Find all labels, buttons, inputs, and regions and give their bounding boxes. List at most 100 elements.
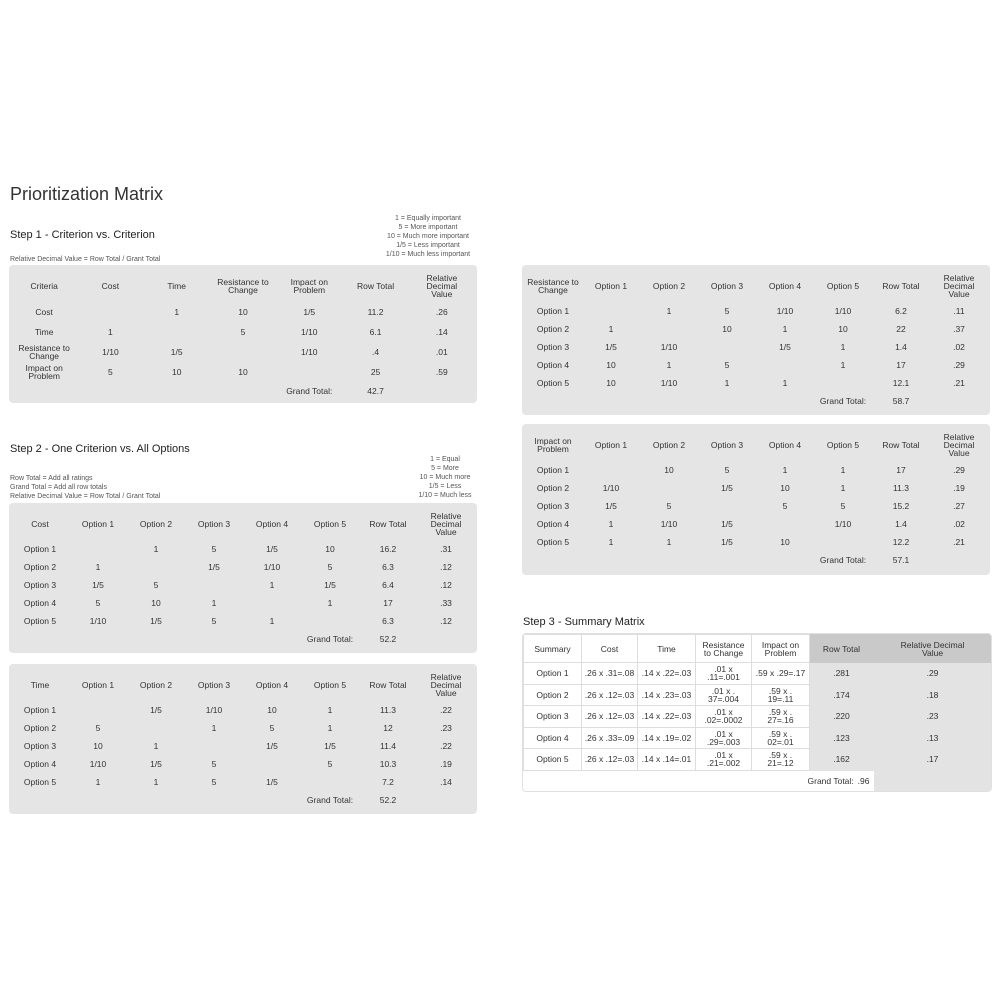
table-cell — [698, 497, 756, 515]
table-cell — [144, 322, 210, 342]
table-cell: 1 — [724, 378, 730, 388]
grand-total-blank — [873, 770, 991, 791]
table-row: Option 4 10 1 5 1 17 .29 — [524, 356, 988, 374]
cost-matrix: Cost Option 1 Option 2 Option 3 Option 4 Opti… — [9, 503, 477, 653]
row-label: Option 4 — [23, 598, 57, 608]
grand-total-row: Grand Total: .96 — [524, 770, 991, 791]
table-cell: .12 — [440, 616, 452, 626]
row-label: Option 2 — [23, 723, 57, 733]
table-cell: 10 — [238, 307, 248, 317]
grand-total-label: Grand Total: — [286, 385, 333, 396]
table-row: Option 2 1 10 1 10 22 .37 — [524, 320, 988, 338]
empty-cell — [69, 630, 127, 647]
table-cell: 5 — [108, 367, 113, 377]
table-cell: 1 — [327, 598, 333, 608]
grand-total-value: 57.1 — [892, 554, 910, 565]
column-header: Cost — [101, 280, 120, 291]
table-cell: 1/5 — [266, 777, 278, 787]
empty-cell — [582, 551, 640, 568]
table-cell: .17 — [873, 748, 991, 771]
table-cell: 10 — [171, 367, 182, 377]
table-cell: 5 — [95, 723, 101, 733]
table-cell: 1 — [666, 360, 672, 370]
empty-cell — [409, 382, 475, 399]
step1-rating-legend: 1 = Equally important 5 = More important… — [385, 215, 471, 258]
table-cell: 1/10 — [660, 519, 678, 529]
table-cell: 12 — [383, 723, 393, 733]
column-header: Relative Decimal Value — [430, 671, 462, 698]
table-cell: 5 — [724, 306, 730, 316]
table-cell: 10 — [606, 378, 616, 388]
header-row: Criteria Cost Time Resistance to Change Impa… — [11, 269, 475, 302]
table-cell: 1 — [840, 465, 846, 475]
step3-heading: Step 3 - Summary Matrix — [523, 616, 645, 628]
row-label: Option 2 — [23, 562, 57, 572]
table-cell: 22 — [896, 324, 906, 334]
empty-cell — [11, 791, 69, 808]
table-row: Option 2.26 x .12=.03.14 x .23=.03.01 x … — [523, 683, 991, 706]
table-cell: .14 x .23=.03 — [637, 683, 696, 706]
table-cell: 10 — [780, 483, 790, 493]
table-cell: 1/10 — [834, 306, 852, 316]
table-cell: .01 x . 37=.004 — [695, 683, 752, 706]
table-cell: 1/5 — [721, 537, 733, 547]
column-header: Relative Decimal Value — [943, 431, 975, 458]
column-header: Cost — [581, 634, 638, 663]
table-cell: 1 — [608, 537, 614, 547]
empty-cell — [930, 551, 988, 568]
table-cell: 17 — [896, 360, 906, 370]
table-cell — [69, 701, 127, 719]
column-header: Option 3 — [197, 679, 231, 690]
table-cell: .14 — [435, 327, 448, 337]
table-row: Resistance to Change 1/10 1/5 1/10 .4 .01 — [11, 342, 475, 362]
grand-total-label: Grand Total: — [306, 794, 354, 805]
column-header: Summary — [523, 634, 582, 663]
table-cell: 5 — [153, 580, 159, 590]
table-cell: .220 — [809, 705, 874, 728]
table-cell: 5 — [327, 562, 333, 572]
row-label: Option 1 — [536, 306, 570, 316]
table-cell: 1/5 — [266, 741, 278, 751]
table-cell: .14 x .19=.02 — [637, 726, 696, 749]
header-row: Resistance to Change Option 1 Option 2 Opti… — [524, 269, 988, 302]
column-header: Resistance to Change — [527, 276, 579, 295]
table-cell: .02 — [953, 519, 965, 529]
table-cell: 1/5 — [266, 544, 278, 554]
table-cell — [301, 773, 359, 791]
row-label: Option 5 — [23, 616, 57, 626]
table-cell: .14 x .14=.01 — [637, 748, 696, 771]
table-cell: 1/10 — [776, 306, 794, 316]
table-cell: 10 — [267, 705, 277, 715]
column-header: Resistance to Change — [695, 634, 752, 663]
table-cell: 10.3 — [379, 759, 397, 769]
grand-total-value: .96 — [857, 775, 870, 786]
grand-total-row: Grand Total: 52.2 — [11, 630, 475, 647]
table-cell: 1 — [211, 598, 217, 608]
empty-cell — [698, 551, 756, 568]
table-cell: .14 x .22=.03 — [637, 705, 696, 728]
step2-formula-note: Row Total = Add all ratings Grand Total … — [10, 475, 161, 500]
column-header: Option 5 — [313, 518, 347, 529]
table-cell: 1/10 — [300, 347, 318, 357]
table-cell: .123 — [809, 726, 874, 749]
table-cell: 1.4 — [895, 519, 907, 529]
empty-cell — [185, 630, 243, 647]
grand-total-value: 58.7 — [892, 395, 910, 406]
row-label: Option 1 — [23, 705, 57, 715]
table-cell: .26 x .12=.03 — [581, 748, 638, 771]
table-row: Option 1 1 5 1/5 10 16.2 .31 — [11, 540, 475, 558]
table-cell: .281 — [809, 662, 874, 685]
table-row: Option 1.26 x .31=.08.14 x .22=.03.01 x … — [523, 662, 991, 685]
table-cell: 5 — [95, 598, 101, 608]
table-cell: .29 — [953, 465, 965, 475]
table-cell — [69, 540, 127, 558]
table-cell: 1 — [782, 324, 788, 334]
table-cell: .31 — [440, 544, 452, 554]
table-cell — [756, 356, 814, 374]
table-cell: .22 — [440, 741, 452, 751]
empty-cell — [524, 392, 582, 409]
step1-formula-note: Relative Decimal Value = Row Total / Gra… — [10, 256, 161, 263]
empty-cell — [243, 630, 301, 647]
column-header: Option 4 — [768, 280, 802, 291]
table-cell: .21 — [953, 378, 965, 388]
